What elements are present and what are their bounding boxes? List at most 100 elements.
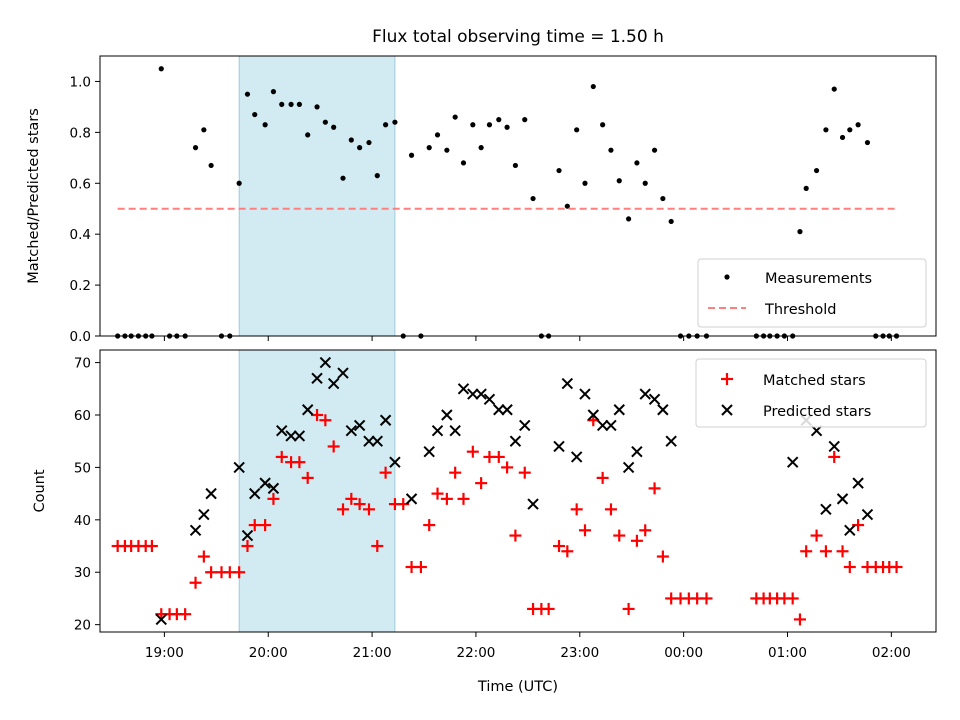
- predicted-star-point: [379, 414, 392, 426]
- matched-star-point: [353, 498, 366, 511]
- predicted-star-point: [337, 367, 349, 379]
- measurement-point: [530, 195, 536, 202]
- measurement-point: [823, 127, 829, 133]
- matched-star-point: [810, 529, 823, 542]
- predicted-star-point: [553, 440, 565, 453]
- legend-measurements-label: Measurements: [765, 271, 872, 287]
- y-tick-label: 20: [74, 618, 91, 634]
- predicted-star-point: [389, 456, 401, 468]
- measurement-point: [556, 167, 562, 174]
- predicted-star-point: [561, 377, 574, 390]
- matched-star-point: [492, 450, 505, 463]
- matched-star-point: [542, 602, 555, 615]
- predicted-star-point: [483, 393, 496, 405]
- ratio-points: [115, 66, 900, 339]
- count-y-ticks: 20 30 40 50 60 70: [74, 356, 100, 634]
- measurement-point: [288, 101, 294, 107]
- predicted-star-point: [467, 388, 479, 400]
- x-tick-label: 20:00: [249, 645, 288, 661]
- predicted-star-point: [276, 425, 288, 437]
- matched-star-point: [466, 445, 479, 458]
- measurement-point: [590, 83, 596, 90]
- measurement-point: [634, 160, 640, 166]
- measurement-point: [382, 122, 389, 128]
- measurement-point: [470, 122, 476, 128]
- matched-star-point: [362, 503, 375, 516]
- predicted-star-point: [475, 388, 487, 400]
- y-tick-label: 0.0: [70, 329, 91, 345]
- predicted-star-point: [423, 445, 435, 458]
- predicted-star-point: [501, 404, 513, 416]
- matched-star-point: [890, 561, 903, 574]
- predicted-star-point: [345, 425, 358, 437]
- matched-star-point: [501, 461, 514, 474]
- measurement-point: [864, 139, 871, 146]
- predicted-star-point: [233, 461, 245, 474]
- y-tick-label: 1.0: [70, 74, 91, 90]
- matched-star-point: [449, 466, 462, 479]
- measurement-point: [374, 173, 380, 179]
- x-tick-label: 00:00: [664, 645, 703, 661]
- matched-star-point: [561, 545, 574, 558]
- predicted-star-point: [449, 425, 461, 437]
- matched-star-point: [700, 592, 713, 605]
- measurement-point: [426, 145, 432, 151]
- predicted-star-point: [648, 393, 661, 405]
- measurement-point: [208, 162, 214, 169]
- predicted-star-point: [844, 524, 856, 537]
- matched-star-point: [596, 471, 609, 484]
- predicted-star-point: [363, 435, 375, 447]
- measurement-point: [252, 111, 258, 118]
- matched-star-point: [440, 492, 453, 505]
- predicted-star-point: [198, 508, 210, 521]
- predicted-star-point: [319, 356, 332, 369]
- y-tick-label: 0.4: [70, 227, 91, 243]
- matched-star-point: [475, 477, 488, 490]
- measurement-point: [478, 145, 484, 151]
- predicted-star-point: [861, 508, 874, 521]
- measurement-point: [668, 218, 674, 225]
- matched-star-point: [414, 561, 427, 574]
- predicted-star-point: [509, 435, 522, 447]
- y-tick-label: 0.2: [70, 278, 91, 294]
- predicted-star-point: [519, 419, 531, 432]
- count-points: [111, 356, 903, 626]
- x-tick-label: 23:00: [560, 645, 599, 661]
- count-shaded-window: [238, 349, 396, 633]
- legend-predicted-label: Predicted stars: [763, 404, 871, 420]
- predicted-star-point: [493, 404, 505, 416]
- measurement-point: [626, 216, 632, 222]
- measurement-point: [348, 137, 354, 143]
- predicted-star-point: [431, 425, 444, 437]
- x-axis-label: Time (UTC): [477, 679, 558, 695]
- y-tick-label: 30: [74, 565, 91, 581]
- predicted-star-point: [639, 388, 651, 400]
- predicted-star-point: [786, 456, 799, 468]
- predicted-star-point: [820, 503, 832, 516]
- y-tick-label: 0.6: [70, 176, 91, 192]
- matched-star-point: [457, 492, 470, 505]
- measurement-point: [522, 117, 528, 123]
- predicted-star-point: [301, 404, 314, 416]
- matched-star-point: [786, 592, 799, 605]
- matched-star-point: [578, 524, 591, 537]
- ratio-y-axis-label: Matched/Predicted stars: [26, 108, 42, 284]
- matched-star-point: [241, 540, 254, 553]
- measurement-point: [512, 162, 519, 169]
- measurement-point: [192, 145, 199, 151]
- predicted-star-point: [155, 613, 167, 626]
- measurement-point: [839, 134, 846, 141]
- ratio-legend: Measurements Threshold: [697, 258, 927, 328]
- matched-star-point: [371, 540, 384, 553]
- ratio-panel: 0.0 0.2 0.4 0.6 0.8 1.0 Matched/Predicted sta…: [26, 55, 937, 345]
- measurement-point: [486, 122, 493, 128]
- count-panel: 20 30 40 50 60 70 19:00 20:00 21:00 22:00 23:00 00…: [32, 349, 937, 695]
- legend-threshold-label: Threshold: [764, 302, 836, 318]
- measurement-point: [564, 203, 570, 209]
- predicted-star-point: [665, 435, 677, 447]
- measurement-point: [608, 147, 614, 153]
- measurement-point: [803, 185, 809, 191]
- matched-star-point: [248, 519, 261, 532]
- ratio-legend-box: [697, 258, 927, 328]
- measurement-point: [296, 101, 302, 107]
